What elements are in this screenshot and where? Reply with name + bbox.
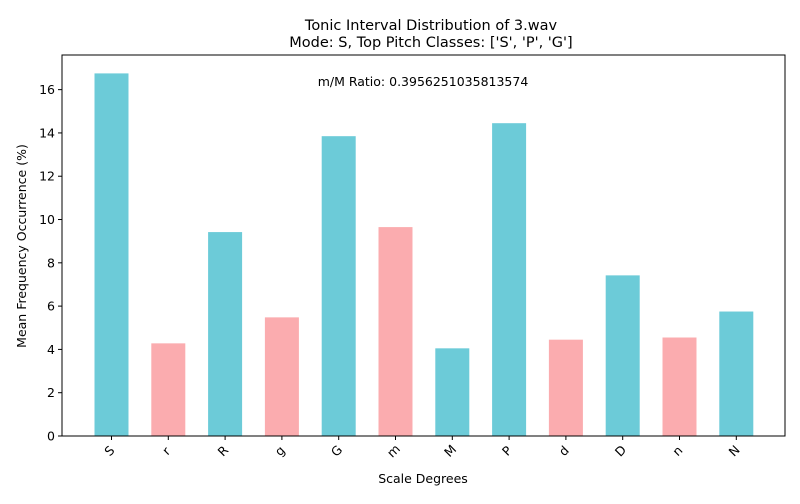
x-tick-label: N [726, 442, 743, 459]
x-tick-label: n [669, 443, 685, 459]
bar-D [605, 275, 640, 436]
bar-r [151, 343, 186, 436]
bar-d [548, 339, 583, 436]
y-tick-label: 2 [47, 385, 55, 400]
bar-G [321, 136, 356, 436]
bar-R [208, 232, 243, 436]
x-tick-label: d [556, 443, 572, 459]
bar-M [435, 348, 470, 436]
x-tick-label: r [159, 443, 174, 458]
x-tick-label: G [328, 442, 345, 459]
y-tick-label: 6 [47, 299, 55, 314]
y-tick-label: 16 [39, 82, 55, 97]
bar-g [264, 317, 299, 436]
x-tick-label: P [499, 443, 515, 459]
bar-P [492, 123, 527, 436]
bar-n [662, 337, 697, 436]
x-axis-label: Scale Degrees [378, 471, 468, 486]
x-tick-label: D [612, 442, 629, 459]
ratio-annotation: m/M Ratio: 0.3956251035813574 [318, 74, 529, 89]
y-tick-label: 14 [39, 125, 55, 140]
y-axis-label: Mean Frequency Occurrence (%) [14, 144, 29, 348]
bar-N [719, 311, 754, 436]
y-tick-label: 12 [39, 169, 55, 184]
x-tick-label: m [384, 441, 403, 460]
x-tick-label: M [441, 442, 459, 460]
x-tick-label: g [272, 443, 288, 459]
x-tick-label: R [215, 442, 232, 459]
bar-m [378, 227, 413, 436]
chart-title: Tonic Interval Distribution of 3.wav [304, 18, 558, 34]
plot-frame [61, 54, 786, 437]
y-tick-label: 4 [47, 342, 55, 357]
y-tick-label: 0 [47, 429, 55, 444]
y-tick-label: 10 [39, 212, 55, 227]
bar-S [94, 73, 129, 437]
y-tick-label: 8 [47, 255, 55, 270]
x-tick-label: S [101, 443, 117, 459]
chart-subtitle: Mode: S, Top Pitch Classes: ['S', 'P', '… [289, 35, 572, 51]
